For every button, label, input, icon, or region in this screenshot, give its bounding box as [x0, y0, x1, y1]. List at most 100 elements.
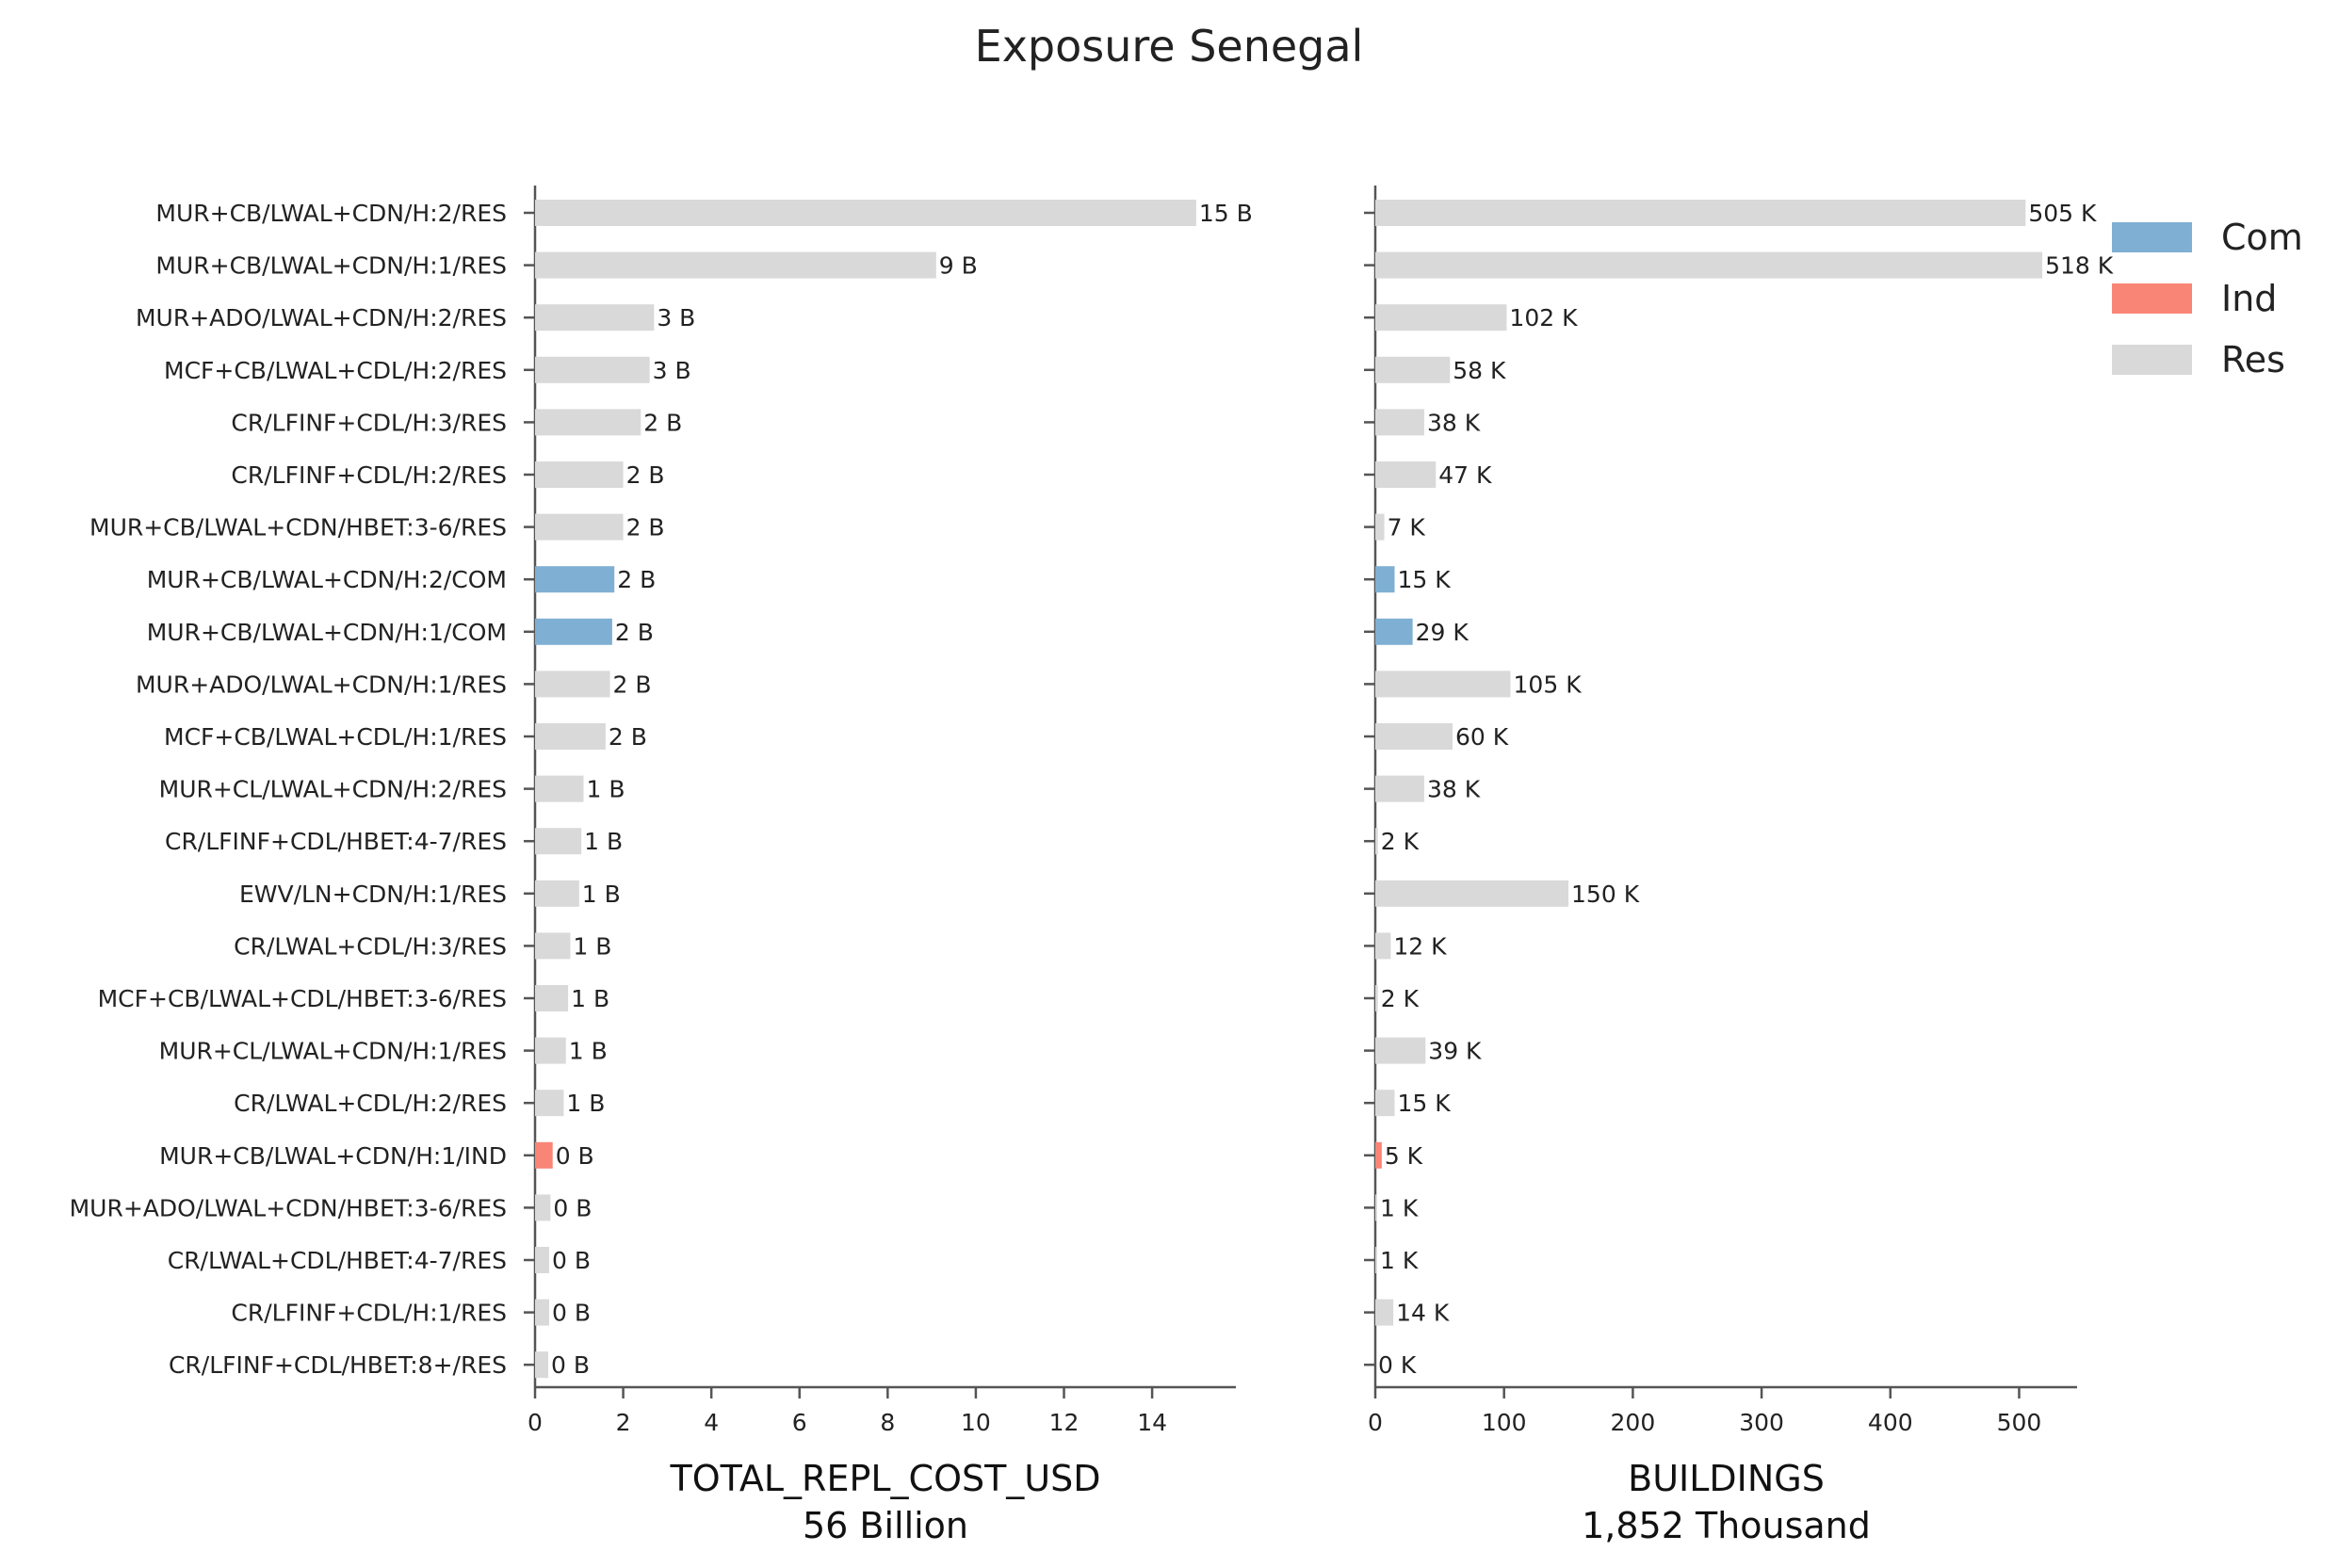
buildings-x-tick-label: 200	[1611, 1409, 1656, 1436]
cost-x-tick-label: 4	[704, 1409, 719, 1436]
buildings-x-axis-subtitle: 1,852 Thousand	[1582, 1505, 1871, 1546]
cost-bar	[535, 356, 650, 383]
category-label: MUR+CB/LWAL+CDN/H:2/COM	[147, 566, 507, 593]
cost-value-label: 0 B	[552, 1300, 591, 1327]
cost-bar	[535, 723, 606, 750]
cost-bar	[535, 461, 624, 488]
buildings-value-label: 29 K	[1416, 619, 1469, 646]
buildings-bar	[1375, 1037, 1426, 1064]
cost-bar	[535, 1247, 549, 1273]
left-panel-total-cost: MUR+CB/LWAL+CDN/H:2/RES 15 B MUR+CB/LWAL+C…	[70, 186, 1253, 1546]
buildings-value-label: 38 K	[1427, 776, 1481, 803]
cost-bar	[535, 1351, 549, 1379]
buildings-value-label: 505 K	[2028, 200, 2097, 227]
cost-bar	[535, 251, 936, 279]
category-label: CR/LFINF+CDL/H:2/RES	[231, 461, 507, 489]
buildings-bar	[1375, 723, 1453, 750]
category-label: CR/LFINF+CDL/H:3/RES	[231, 409, 507, 436]
buildings-value-label: 15 K	[1398, 1090, 1452, 1117]
category-label: MUR+ADO/LWAL+CDN/HBET:3-6/RES	[70, 1194, 507, 1221]
category-label: CR/LWAL+CDL/H:2/RES	[234, 1090, 507, 1117]
buildings-bar	[1375, 1299, 1394, 1326]
category-label: MUR+CB/LWAL+CDN/H:1/RES	[155, 252, 507, 280]
buildings-value-label: 38 K	[1427, 409, 1481, 436]
buildings-bar	[1375, 200, 2026, 226]
legend-swatch-res	[2112, 345, 2192, 375]
legend: Com Ind Res	[2112, 217, 2303, 380]
cost-value-label: 2 B	[609, 723, 647, 751]
cost-value-label: 1 B	[584, 828, 623, 855]
cost-bar	[535, 932, 571, 960]
cost-value-label: 1 B	[573, 932, 611, 960]
cost-bar	[535, 1141, 553, 1169]
cost-bar	[535, 304, 655, 331]
cost-x-tick-label: 0	[528, 1409, 543, 1436]
buildings-x-tick-label: 0	[1368, 1409, 1383, 1436]
cost-x-tick-label: 10	[961, 1409, 991, 1436]
cost-x-tick-label: 14	[1137, 1409, 1167, 1436]
cost-x-tick-label: 6	[792, 1409, 807, 1436]
cost-value-label: 0 B	[556, 1142, 594, 1170]
category-label: MCF+CB/LWAL+CDL/HBET:3-6/RES	[98, 985, 507, 1012]
cost-bar	[535, 671, 610, 698]
cost-value-label: 3 B	[657, 304, 695, 331]
buildings-value-label: 15 K	[1398, 566, 1452, 593]
buildings-x-tick-label: 100	[1482, 1409, 1527, 1436]
cost-value-label: 3 B	[653, 357, 691, 384]
cost-value-label: 1 B	[569, 1038, 608, 1065]
buildings-value-label: 2 K	[1381, 828, 1420, 855]
buildings-value-label: 58 K	[1453, 357, 1506, 384]
buildings-bar	[1375, 618, 1413, 645]
cost-value-label: 0 B	[552, 1247, 591, 1274]
cost-x-axis-subtitle: 56 Billion	[803, 1505, 968, 1546]
cost-x-axis-title: TOTAL_REPL_COST_USD	[669, 1458, 1100, 1499]
buildings-bar	[1375, 566, 1395, 593]
cost-value-label: 1 B	[566, 1090, 605, 1117]
buildings-value-label: 1 K	[1380, 1194, 1419, 1221]
buildings-value-label: 105 K	[1514, 671, 1583, 698]
category-label: MUR+CB/LWAL+CDN/HBET:3-6/RES	[89, 514, 507, 542]
buildings-bar	[1375, 880, 1569, 907]
buildings-bar	[1375, 513, 1385, 541]
cost-value-label: 2 B	[626, 461, 665, 489]
cost-bar	[535, 880, 579, 907]
cost-value-label: 15 B	[1199, 200, 1253, 227]
category-label: MUR+CL/LWAL+CDN/H:1/RES	[159, 1038, 507, 1065]
cost-x-tick-label: 12	[1049, 1409, 1080, 1436]
buildings-value-label: 150 K	[1571, 881, 1640, 908]
buildings-bar	[1375, 1141, 1382, 1169]
buildings-value-label: 102 K	[1509, 304, 1578, 331]
cost-value-label: 1 B	[586, 776, 625, 803]
cost-bar	[535, 1299, 549, 1326]
cost-bar	[535, 828, 582, 855]
buildings-bar	[1375, 251, 2043, 279]
cost-value-label: 1 B	[582, 881, 621, 908]
buildings-bar	[1375, 461, 1437, 488]
cost-bar	[535, 200, 1196, 226]
buildings-value-label: 60 K	[1455, 723, 1509, 751]
category-label: MUR+CB/LWAL+CDN/H:1/COM	[147, 619, 507, 646]
buildings-value-label: 39 K	[1428, 1038, 1482, 1065]
legend-label-com: Com	[2221, 217, 2303, 258]
buildings-value-label: 518 K	[2045, 252, 2114, 280]
cost-value-label: 1 B	[571, 985, 609, 1012]
buildings-value-label: 1 K	[1380, 1247, 1419, 1274]
buildings-value-label: 7 K	[1388, 514, 1426, 542]
buildings-value-label: 14 K	[1396, 1300, 1450, 1327]
category-label: MUR+ADO/LWAL+CDN/H:1/RES	[136, 671, 507, 698]
buildings-bar	[1375, 985, 1378, 1011]
chart-title: Exposure Senegal	[974, 21, 1364, 72]
cost-bar	[535, 618, 612, 645]
cost-value-label: 0 B	[553, 1194, 592, 1221]
cost-bar	[535, 513, 624, 541]
buildings-value-label: 2 K	[1381, 985, 1420, 1012]
category-label: MUR+CL/LWAL+CDN/H:2/RES	[159, 776, 507, 803]
buildings-bar	[1375, 304, 1507, 331]
category-label: EWV/LN+CDN/H:1/RES	[239, 881, 507, 908]
buildings-value-label: 47 K	[1438, 461, 1492, 489]
buildings-x-axis-title: BUILDINGS	[1628, 1458, 1825, 1499]
buildings-bar	[1375, 671, 1511, 698]
cost-x-tick-label: 8	[880, 1409, 895, 1436]
buildings-x-tick-label: 500	[1997, 1409, 2042, 1436]
